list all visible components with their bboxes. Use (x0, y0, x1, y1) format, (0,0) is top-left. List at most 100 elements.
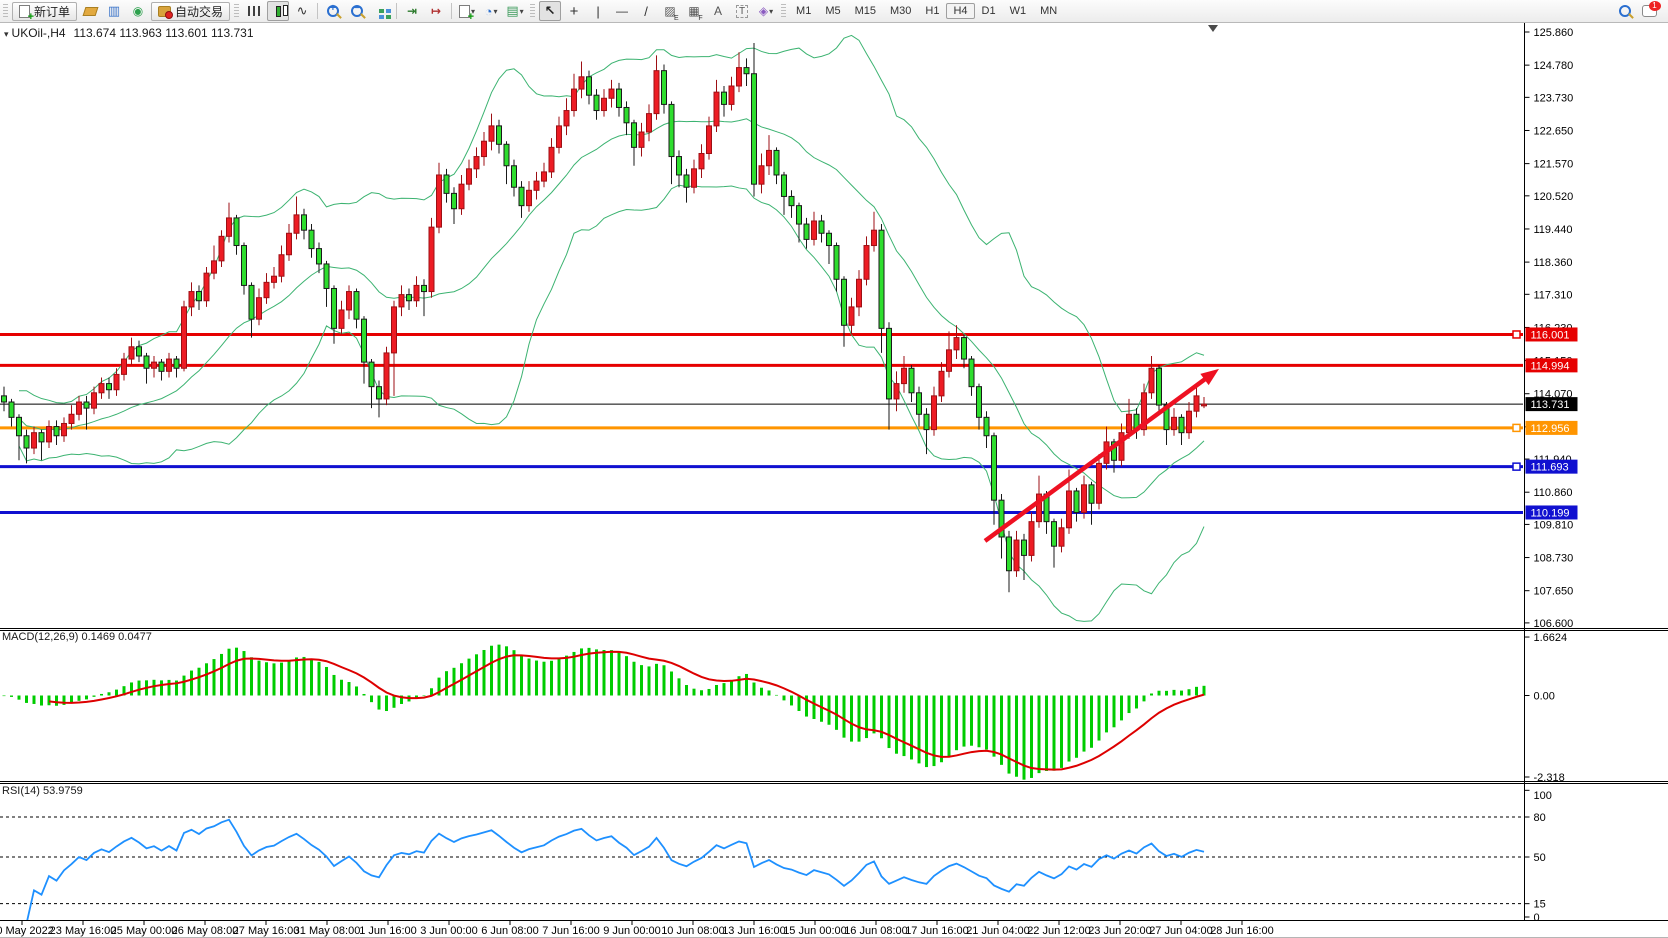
chart-shift-marker[interactable] (1208, 25, 1218, 32)
signal-button[interactable] (127, 1, 149, 21)
crosshair-button[interactable] (563, 1, 585, 21)
timeframe-m5[interactable]: M5 (825, 5, 841, 17)
new-order-button[interactable]: 新订单 (12, 1, 78, 23)
svg-text:27 Jun 04:00: 27 Jun 04:00 (1149, 925, 1213, 937)
svg-text:109.810: 109.810 (1534, 519, 1574, 531)
svg-text:27 May 16:00: 27 May 16:00 (233, 925, 300, 937)
svg-text:111.693: 111.693 (1531, 462, 1569, 474)
svg-text:119.440: 119.440 (1534, 224, 1573, 236)
svg-text:17 Jun 16:00: 17 Jun 16:00 (905, 925, 969, 937)
auto-trading-button[interactable]: 自动交易 (151, 1, 231, 21)
main-plot[interactable] (0, 34, 1524, 622)
svg-text:6 Jun 08:00: 6 Jun 08:00 (481, 925, 539, 937)
svg-text:23 May 16:00: 23 May 16:00 (50, 925, 117, 937)
text-label-button[interactable] (731, 1, 753, 21)
timeframe-h1[interactable]: H1 (925, 5, 940, 17)
macd-panel[interactable] (2, 644, 1206, 780)
tile-button[interactable] (370, 1, 392, 21)
svg-text:113.731: 113.731 (1531, 399, 1570, 411)
zoom-in-button[interactable]: + (322, 1, 344, 21)
timeframe-m1[interactable]: M1 (796, 5, 812, 17)
zoom-out-icon: − (351, 3, 364, 17)
toolbar-grip[interactable] (234, 3, 240, 19)
vertical-line-button[interactable] (587, 1, 609, 21)
price-tag (1525, 397, 1578, 412)
arrows-icon (759, 4, 768, 18)
toolbar-grip[interactable] (781, 3, 787, 19)
cursor-button[interactable] (539, 1, 562, 21)
auto-trading-label: 自动交易 (175, 4, 224, 19)
chart-title-symbol: UKOil-,H4 (11, 26, 66, 40)
price-axis[interactable]: 125.860 124.780 123.730 122.650 121.570 120.5… (1512, 27, 1578, 630)
fibonacci-button[interactable] (683, 1, 705, 22)
chart-line-button[interactable] (291, 1, 313, 21)
equidistant-channel-button[interactable] (659, 1, 681, 22)
svg-text:125.860: 125.860 (1534, 27, 1574, 39)
toolbar-grip[interactable] (3, 3, 8, 19)
hline-marker[interactable] (1512, 462, 1521, 471)
svg-text:3 Jun 00:00: 3 Jun 00:00 (420, 925, 478, 937)
svg-text:21 Jun 04:00: 21 Jun 04:00 (966, 925, 1030, 937)
chart-bars-button[interactable] (243, 1, 265, 21)
timeframe-h4[interactable]: H4 (946, 3, 975, 19)
svg-text:22 Jun 12:00: 22 Jun 12:00 (1027, 925, 1091, 937)
chart-candles-button[interactable] (267, 1, 290, 21)
indicators-button[interactable]: ▾ (504, 1, 526, 21)
rsi-panel[interactable] (0, 816, 1524, 924)
svg-text:1.6624: 1.6624 (1534, 632, 1568, 644)
chevron-down-icon[interactable]: ▾ (769, 6, 774, 16)
fibonacci-icon (688, 4, 703, 22)
svg-text:120.520: 120.520 (1534, 191, 1574, 203)
hline-marker[interactable] (1512, 423, 1521, 433)
auto-trading-icon (158, 5, 174, 19)
timeframe-m30[interactable]: M30 (890, 5, 912, 17)
cursor-icon (545, 3, 556, 19)
svg-text:124.780: 124.780 (1534, 60, 1574, 72)
chart-line-icon (297, 3, 308, 19)
market-depth-button[interactable] (103, 1, 125, 21)
hline-marker[interactable] (1512, 330, 1521, 339)
chevron-down-icon[interactable]: ▾ (519, 6, 524, 16)
timeframe-mn[interactable]: MN (1040, 5, 1058, 17)
tile-icon (378, 9, 384, 13)
eraser-button[interactable] (79, 1, 101, 21)
price-tag (1525, 459, 1578, 474)
candles (1, 43, 1207, 593)
timeframe-m15[interactable]: M15 (854, 5, 876, 17)
timeframe-w1[interactable]: W1 (1009, 5, 1027, 17)
trend-arrow[interactable] (983, 368, 1219, 543)
panel-borders (0, 22, 1668, 938)
indicator-line (48, 650, 1205, 771)
rsi-indicator-label: RSI(14) 53.9759 (2, 785, 83, 797)
new-chart-button[interactable]: ▾ (456, 1, 478, 23)
svg-text:-2.318: -2.318 (1534, 772, 1565, 784)
arrows-button[interactable]: ▾ (755, 1, 777, 21)
profiles-clock-button[interactable]: ▾ (480, 1, 502, 21)
toolbar-grip[interactable] (530, 3, 536, 19)
text-label-icon (736, 5, 748, 18)
notifications-button[interactable]: 1 (1638, 1, 1661, 21)
chevron-down-icon[interactable]: ▾ (493, 6, 498, 16)
eraser-icon (82, 6, 98, 16)
auto-scroll-button[interactable] (425, 1, 447, 21)
collapse-arrow-icon[interactable] (4, 26, 12, 40)
indicator-line (18, 184, 1205, 622)
svg-text:117.310: 117.310 (1534, 289, 1573, 301)
chart-shift-button[interactable] (401, 1, 423, 21)
trendline-button[interactable] (635, 1, 657, 21)
search-button[interactable] (1614, 1, 1636, 21)
svg-text:0: 0 (1534, 912, 1540, 924)
text-button[interactable] (707, 1, 729, 21)
price-tag (1525, 505, 1578, 520)
auto-scroll-icon (431, 4, 441, 18)
zoom-out-button[interactable]: − (346, 1, 368, 21)
horizontal-line-button[interactable] (611, 1, 633, 21)
macd-axis: 1.6624 0.00 -2.318 (1524, 632, 1568, 784)
svg-text:7 Jun 16:00: 7 Jun 16:00 (542, 925, 600, 937)
timeframe-d1[interactable]: D1 (981, 5, 996, 17)
new-order-icon (19, 4, 34, 23)
new-order-label: 新订单 (34, 4, 71, 19)
